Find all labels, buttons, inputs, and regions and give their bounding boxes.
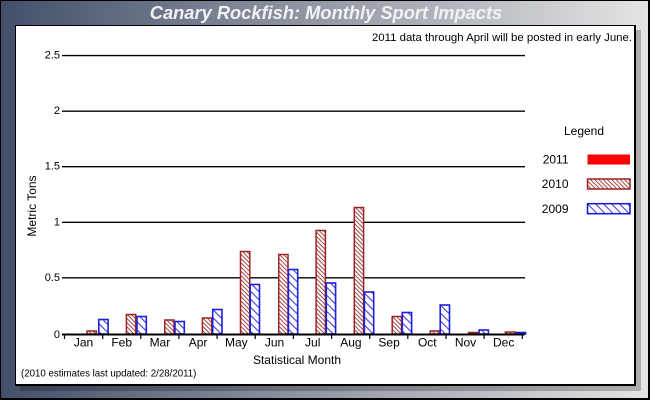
svg-text:Apr: Apr (189, 336, 208, 350)
svg-text:Legend: Legend (564, 124, 604, 138)
svg-text:(2010 estimates last updated:: (2010 estimates last updated: 2/28/2011) (21, 368, 196, 379)
svg-text:1.5: 1.5 (45, 161, 60, 173)
svg-text:Jan: Jan (74, 336, 93, 350)
svg-text:0.5: 0.5 (45, 272, 60, 284)
svg-text:Jun: Jun (265, 336, 284, 350)
svg-text:2010: 2010 (542, 177, 569, 191)
svg-text:2011: 2011 (543, 153, 569, 167)
svg-text:Sep: Sep (378, 336, 400, 350)
svg-text:Oct: Oct (418, 336, 437, 350)
svg-text:0: 0 (54, 329, 60, 341)
svg-text:Nov: Nov (455, 336, 476, 350)
svg-text:Dec: Dec (493, 336, 514, 350)
svg-text:Mar: Mar (150, 336, 171, 350)
svg-text:Metric Tons: Metric Tons (25, 175, 39, 236)
svg-text:May: May (225, 336, 248, 350)
svg-text:2009: 2009 (542, 202, 569, 216)
svg-text:2: 2 (54, 105, 60, 117)
svg-text:Statistical Month: Statistical Month (253, 353, 341, 367)
svg-text:2011 data through April will b: 2011 data through April will be posted i… (372, 32, 632, 44)
svg-text:Aug: Aug (340, 336, 361, 350)
svg-text:Feb: Feb (111, 336, 132, 350)
svg-text:1: 1 (54, 216, 60, 228)
svg-text:2.5: 2.5 (45, 50, 60, 62)
svg-text:Jul: Jul (305, 336, 320, 350)
